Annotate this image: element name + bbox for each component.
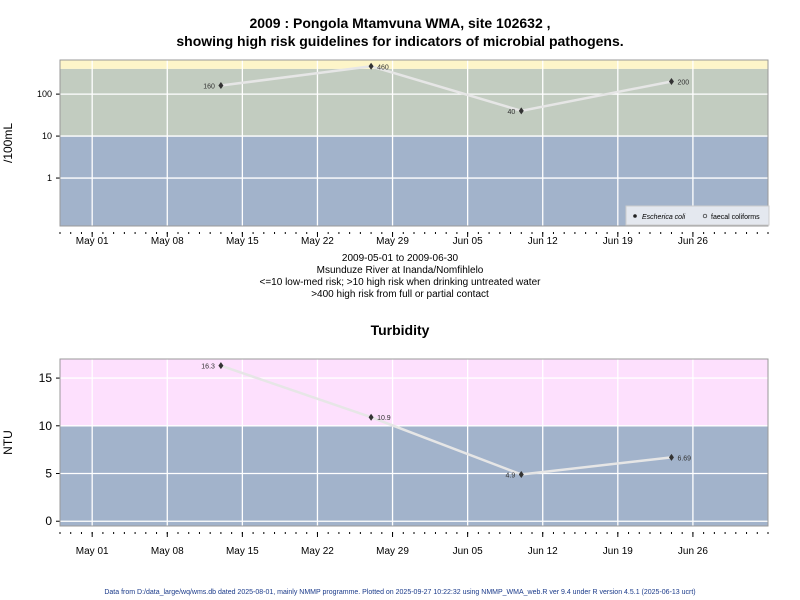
y-tick-label: 15 [39,371,53,385]
x-tick-label: May 15 [226,546,259,557]
legend-label: Escherica coli [642,214,686,221]
subtitle-line: <=10 low-med risk; >10 high risk when dr… [259,277,541,288]
x-tick-label: May 22 [301,546,334,557]
x-tick-label: May 08 [151,546,184,557]
x-tick-label: May 29 [376,546,409,557]
y-axis-label: NTU [1,430,15,455]
y-tick-label: 5 [45,467,52,481]
x-tick-label: Jun 26 [678,236,708,247]
data-label: 16.3 [201,364,215,371]
x-tick-label: May 01 [76,236,109,247]
y-axis-label: /100mL [1,123,15,163]
x-tick-label: May 15 [226,236,259,247]
y-tick-label: 10 [42,131,52,141]
x-tick-label: Jun 19 [603,236,633,247]
y-tick-label: 10 [39,419,53,433]
turbidity-title: Turbidity [370,322,430,338]
data-label: 40 [507,109,515,116]
risk-band [60,425,768,526]
data-point [368,413,374,421]
data-point [368,62,374,70]
data-point [668,77,674,85]
x-tick-label: Jun 05 [453,546,483,557]
legend-box [625,205,770,226]
y-tick-label: 100 [37,89,52,99]
data-point [218,82,224,90]
x-tick-label: May 01 [76,546,109,557]
risk-band [60,60,768,69]
data-label: 6.69 [677,455,691,462]
data-point [218,362,224,370]
x-tick-label: Jun 12 [528,236,558,247]
series-line [220,364,672,476]
x-tick-label: May 29 [376,236,409,247]
title-line-1: 2009 : Pongola Mtamvuna WMA, site 102632… [249,15,551,31]
x-tick-label: Jun 19 [603,546,633,557]
footer-note: Data from D:/data_large/wq/wms.db dated … [104,589,696,596]
x-tick-label: Jun 12 [528,546,558,557]
legend-marker-filled [633,214,637,218]
title-line-2: showing high risk guidelines for indicat… [176,33,624,49]
y-tick-label: 1 [47,173,52,183]
x-tick-label: Jun 26 [678,546,708,557]
data-point [668,453,674,461]
subtitle-line: 2009-05-01 to 2009-06-30 [341,253,459,264]
data-label: 160 [203,84,215,91]
x-tick-label: May 08 [151,236,184,247]
plot-frame [59,358,769,527]
legend-marker-open [702,213,708,219]
chart-title: 2009 : Pongola Mtamvuna WMA, site 102632… [0,14,800,50]
data-point [518,470,524,478]
legend-label: faecal coliforms [711,214,760,221]
x-tick-label: Jun 05 [453,236,483,247]
plot-frame [59,59,769,227]
y-tick-label: 0 [45,514,52,528]
subtitle-line: Msunduze River at Inanda/Nomfihlelo [316,265,484,276]
data-label: 200 [677,79,689,86]
data-label: 10.9 [377,415,391,422]
data-point [518,107,524,115]
series-line [220,65,672,113]
subtitle-line: >400 high risk from full or partial cont… [311,289,489,300]
data-label: 460 [377,64,389,71]
data-label: 4.9 [506,472,516,479]
risk-band [60,359,768,426]
x-tick-label: May 22 [301,236,334,247]
chart-subtitle: 2009-05-01 to 2009-06-30 Msunduze River … [0,253,800,301]
